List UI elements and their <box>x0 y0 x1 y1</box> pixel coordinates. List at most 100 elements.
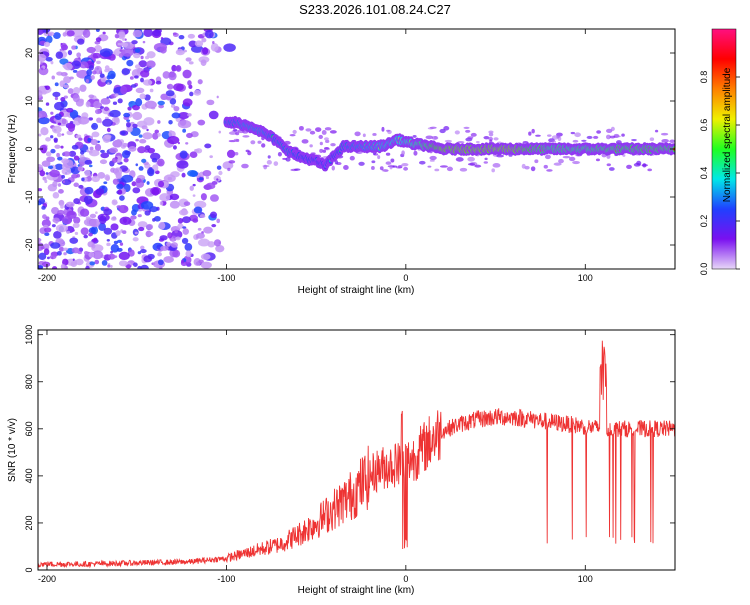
colorbar-label: Normalized spectral amplitude <box>722 67 733 202</box>
ridge-speckle <box>349 155 355 161</box>
spectrogram-x-ticks: -200 -100 0 100 <box>38 29 593 283</box>
noise-speckle <box>74 231 79 236</box>
noise-speckle <box>187 80 192 86</box>
ridge-speckle <box>325 139 330 143</box>
noise-speckle <box>77 38 85 45</box>
x-tick-label: -200 <box>38 273 56 283</box>
noise-speckle <box>100 149 105 154</box>
ridge-speckle <box>574 132 581 138</box>
ridge-speckle <box>329 130 337 134</box>
noise-speckle <box>178 34 185 40</box>
noise-speckle <box>137 251 142 255</box>
noise-speckle <box>158 104 165 109</box>
noise-speckle <box>60 145 64 149</box>
noise-speckle <box>45 137 51 142</box>
noise-speckle <box>167 232 173 239</box>
noise-speckle <box>172 145 177 150</box>
noise-speckle <box>216 218 221 224</box>
spectrogram-x-label: Height of straight line (km) <box>298 285 415 296</box>
noise-speckle <box>71 144 79 150</box>
ridge-speckle <box>292 129 297 135</box>
noise-speckle <box>86 69 92 77</box>
noise-speckle <box>111 157 118 163</box>
noise-speckle <box>107 82 110 85</box>
ridge-speckle <box>467 136 474 140</box>
noise-speckle <box>182 69 192 79</box>
noise-speckle <box>116 183 124 190</box>
noise-speckle <box>96 60 101 65</box>
noise-speckle <box>169 200 180 209</box>
colorbar-ticks: 0.0 0.2 0.4 0.6 0.8 <box>699 71 740 275</box>
noise-speckle <box>60 42 63 46</box>
ridge-speckle <box>381 126 385 132</box>
ridge-speckle <box>608 167 615 171</box>
ridge-speckle <box>429 155 437 161</box>
noise-speckle <box>73 216 81 224</box>
noise-speckle <box>140 55 144 60</box>
noise-speckle <box>185 57 192 62</box>
noise-speckle <box>111 199 118 206</box>
noise-speckle <box>79 161 85 167</box>
noise-speckle <box>140 249 147 254</box>
ridge-speckle <box>434 168 440 172</box>
noise-speckle <box>56 251 62 256</box>
noise-speckle <box>45 102 50 106</box>
noise-speckle <box>52 217 60 223</box>
noise-speckle <box>206 99 215 106</box>
y-tick-label: 400 <box>24 468 34 483</box>
noise-speckle <box>126 59 134 67</box>
ridge-speckle <box>556 135 560 139</box>
noise-speckle <box>113 255 118 259</box>
ridge-speckle <box>581 139 587 142</box>
noise-speckle <box>148 231 154 236</box>
noise-speckle <box>205 182 216 190</box>
noise-speckle <box>115 230 121 237</box>
noise-speckle <box>195 148 203 154</box>
noise-speckle <box>178 209 189 216</box>
noise-speckle <box>213 239 222 247</box>
noise-speckle <box>200 59 207 67</box>
noise-speckle <box>181 172 186 178</box>
noise-speckle <box>118 251 130 261</box>
noise-speckle <box>145 55 150 60</box>
y-tick-label: -20 <box>24 238 34 251</box>
ridge-speckle <box>228 139 237 143</box>
ridge-speckle <box>319 148 324 153</box>
noise-speckle <box>69 237 79 244</box>
x-tick-label: 0 <box>403 273 408 283</box>
ridge-speckle <box>309 130 316 135</box>
noise-speckle <box>63 247 68 251</box>
noise-speckle <box>216 178 219 181</box>
noise-speckle <box>40 127 49 136</box>
noise-speckle <box>91 175 100 183</box>
noise-speckle <box>187 169 198 177</box>
noise-speckle <box>185 250 192 258</box>
noise-speckle <box>135 138 139 142</box>
noise-speckle <box>72 86 81 95</box>
noise-speckle <box>47 165 54 170</box>
noise-speckle <box>157 158 165 167</box>
noise-speckle <box>79 61 89 69</box>
noise-speckle <box>108 253 116 260</box>
ridge-speckle <box>552 140 556 143</box>
ridge-speckle <box>235 131 240 136</box>
noise-speckle <box>50 111 54 115</box>
ridge-speckle <box>521 163 526 169</box>
noise-speckle <box>143 255 153 263</box>
noise-speckle <box>176 160 189 169</box>
noise-speckle <box>199 214 206 219</box>
noise-speckle <box>188 84 193 90</box>
noise-speckle <box>200 261 212 269</box>
snr-series-line <box>38 340 675 569</box>
x-tick-label: -200 <box>38 574 56 584</box>
ridge-speckle <box>455 157 464 162</box>
noise-speckle <box>75 258 84 266</box>
noise-speckle <box>91 131 100 138</box>
ridge-speckle <box>474 164 482 168</box>
noise-speckle <box>126 119 131 123</box>
noise-speckle <box>152 217 156 222</box>
noise-speckle <box>90 138 98 146</box>
noise-speckle <box>174 229 178 234</box>
noise-speckle <box>56 152 60 158</box>
ridge-speckle <box>301 139 309 144</box>
